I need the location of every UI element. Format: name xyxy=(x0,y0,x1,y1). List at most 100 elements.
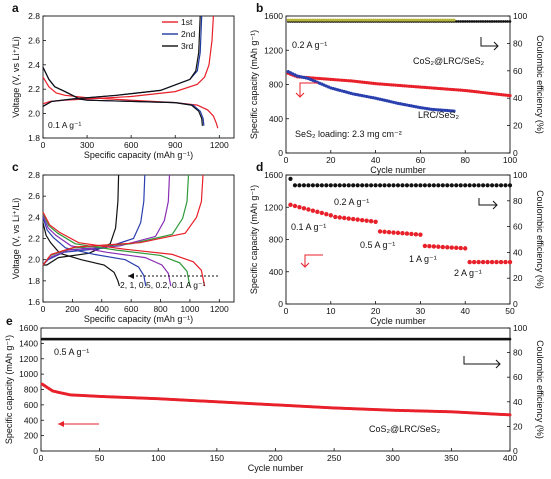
ce-point xyxy=(448,18,452,22)
y-tick-label: 2.0 xyxy=(28,109,40,119)
ce-point xyxy=(463,20,467,23)
capacity-point xyxy=(404,231,410,236)
ce-point xyxy=(479,20,483,23)
y2-tick-label: 80 xyxy=(513,196,523,206)
y-tick-label: 1600 xyxy=(264,170,283,180)
ce-point xyxy=(396,18,400,22)
ce-point xyxy=(327,18,331,22)
ce-point xyxy=(324,18,328,22)
x-tick-label: 30 xyxy=(416,306,426,316)
ce-point xyxy=(349,18,353,22)
ce-point xyxy=(291,18,295,22)
ce-point xyxy=(377,183,383,188)
capacity-point xyxy=(400,231,405,236)
y-axis-label: Specific capacity (mAh g⁻¹) xyxy=(4,335,14,444)
panel-letter: d xyxy=(256,160,263,174)
ce-point xyxy=(489,183,495,188)
capacity-point xyxy=(355,217,360,222)
right-axis-indicator xyxy=(478,198,498,210)
ce-point xyxy=(503,183,508,188)
ce-point xyxy=(320,18,324,22)
ce-point xyxy=(340,18,344,22)
x-tick-label: 10 xyxy=(326,306,336,316)
ce-point xyxy=(445,183,450,188)
rate-label: 1 A g⁻¹ xyxy=(409,254,437,264)
capacity-point xyxy=(292,203,298,209)
x-tick-label: 600 xyxy=(124,304,138,314)
legend-entry: 3rd xyxy=(181,41,194,51)
ce-point xyxy=(506,20,510,23)
ce-point xyxy=(351,183,356,188)
capacity-point xyxy=(507,259,513,265)
ce-point xyxy=(297,183,302,188)
ce-point xyxy=(400,183,405,188)
capacity-point xyxy=(489,259,495,265)
ce-point xyxy=(403,18,407,22)
ce-point xyxy=(367,18,371,22)
legend-entry: 2nd xyxy=(181,29,195,39)
panel-letter: b xyxy=(256,1,263,15)
capacity-point xyxy=(346,216,351,221)
x-tick-label: 50 xyxy=(505,306,515,316)
ce-point xyxy=(315,18,319,22)
annotation: 0.1 A g⁻¹ xyxy=(48,120,81,130)
capacity-point xyxy=(377,229,383,234)
ce-point xyxy=(508,20,512,23)
ce-point xyxy=(344,18,348,22)
ce-point xyxy=(507,183,513,188)
ce-point xyxy=(430,18,434,22)
ce-point xyxy=(497,20,501,23)
x-tick-label: 1200 xyxy=(210,304,229,314)
capacity-point xyxy=(319,210,325,216)
series-0-discharge-line xyxy=(42,222,120,287)
x-axis-label: Cycle number xyxy=(370,316,426,326)
y-tick-label: 1.6 xyxy=(28,297,40,307)
y2-tick-label: 60 xyxy=(513,66,523,76)
ce-point xyxy=(404,183,410,188)
ce-point xyxy=(386,183,392,188)
rate-label: 0.2 A g⁻¹ xyxy=(334,197,369,207)
ce-point xyxy=(382,183,387,188)
ce-point xyxy=(337,183,342,188)
ce-point xyxy=(409,18,413,22)
y-tick-label: 200 xyxy=(24,431,38,441)
ce-point xyxy=(418,18,422,22)
y-tick-label: 1.8 xyxy=(28,276,40,286)
ce-point xyxy=(347,18,351,22)
ce-point xyxy=(409,183,414,188)
y-tick-label: 1.8 xyxy=(28,133,40,143)
y2-tick-label: 60 xyxy=(513,222,523,232)
y-tick-label: 400 xyxy=(24,415,38,425)
ce-point xyxy=(395,183,401,188)
capacity-point xyxy=(503,259,508,265)
ce-point xyxy=(346,183,351,188)
y-tick-label: 1400 xyxy=(19,338,38,348)
ce-point xyxy=(454,183,459,188)
ce-point xyxy=(329,18,333,22)
ce-point xyxy=(369,183,374,188)
ce-point xyxy=(383,18,387,22)
x-tick-label: 200 xyxy=(268,453,282,463)
y2-tick-label: 100 xyxy=(513,11,527,21)
ce-point xyxy=(394,18,398,22)
ce-point xyxy=(407,18,411,22)
right-axis-indicator xyxy=(480,37,499,51)
x-tick-label: 600 xyxy=(124,140,138,150)
ce-point xyxy=(425,18,429,22)
capacity-point xyxy=(382,229,387,234)
ce-point xyxy=(457,20,460,23)
ce-point xyxy=(385,18,389,22)
y-tick-label: 800 xyxy=(24,385,38,395)
series-4-charge-line xyxy=(42,174,204,266)
ce-point xyxy=(466,20,469,23)
ce-point xyxy=(499,20,503,23)
capacity-point xyxy=(337,215,342,220)
y-tick-label: 2.6 xyxy=(28,191,40,201)
ce-point xyxy=(324,183,329,188)
x-tick-label: 40 xyxy=(371,155,381,165)
ce-point xyxy=(380,18,384,22)
series-2-discharge-line xyxy=(42,214,172,287)
ce-point xyxy=(400,18,404,22)
x-tick-label: 0 xyxy=(284,155,289,165)
ce-point xyxy=(452,18,456,22)
